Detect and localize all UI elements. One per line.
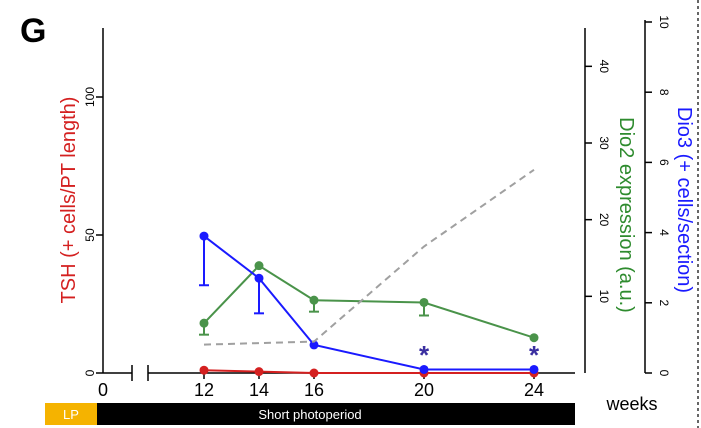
dio3-series-line	[203, 235, 534, 371]
dio3-data-point	[254, 273, 264, 283]
x-tick-label: 16	[304, 380, 324, 400]
x-tick-label: 12	[194, 380, 214, 400]
dio2-tick-label: 30	[597, 136, 611, 150]
x-tick-label: 0	[98, 380, 108, 400]
x-tick-label: 14	[249, 380, 269, 400]
tsh-tick-label: 100	[83, 87, 97, 107]
dio3-axis-title: Dio3 (+ cells/section)	[673, 107, 695, 293]
tsh-axis-title: TSH (+ cells/PT length)	[58, 97, 80, 304]
dio3-data-point	[309, 340, 319, 350]
photoperiod-bar: LP Short photoperiod	[45, 403, 575, 425]
dio3-data-point	[419, 364, 429, 374]
dio3-tick-label: 4	[657, 229, 671, 236]
x-tick-label: 20	[414, 380, 434, 400]
panel-letter: G	[20, 12, 46, 50]
lp-segment	[45, 403, 97, 425]
dio2-series-line	[203, 168, 535, 346]
tsh-data-point	[199, 365, 209, 375]
x-axis-title: weeks	[605, 394, 657, 414]
dio3-tick-label: 2	[657, 299, 671, 306]
dio3-tick-label: 6	[657, 159, 671, 166]
dio2-data-point	[419, 297, 429, 307]
tsh-data-point	[254, 367, 264, 377]
significance-star: *	[529, 340, 540, 370]
dio2-data-point	[309, 295, 319, 305]
tsh-data-point	[309, 368, 319, 378]
short-photoperiod-label: Short photoperiod	[258, 407, 361, 422]
dio3-tick-label: 8	[657, 89, 671, 96]
tsh-tick-label: 50	[83, 228, 97, 242]
dio3-tick-label: 0	[657, 370, 671, 377]
dio2-data-point	[199, 318, 209, 328]
significance-star: *	[419, 340, 430, 370]
dio2-series-line	[203, 264, 535, 339]
dio2-data-point	[254, 261, 264, 271]
dio2-tick-label: 20	[597, 213, 611, 227]
dio3-data-point	[199, 231, 209, 241]
dio3-data-point	[529, 364, 539, 374]
dio2-data-point	[529, 333, 539, 343]
lp-label: LP	[63, 407, 79, 422]
x-tick-label: 24	[524, 380, 544, 400]
series-layer: * *	[199, 168, 540, 378]
dio2-axis-title: Dio2 expression (a.u.)	[615, 117, 637, 313]
dio3-tick-label: 10	[657, 15, 671, 29]
dio2-tick-label: 10	[597, 290, 611, 304]
tsh-tick-label: 0	[83, 369, 97, 376]
dio2-tick-label: 40	[597, 60, 611, 74]
short-photoperiod-segment	[97, 403, 575, 425]
